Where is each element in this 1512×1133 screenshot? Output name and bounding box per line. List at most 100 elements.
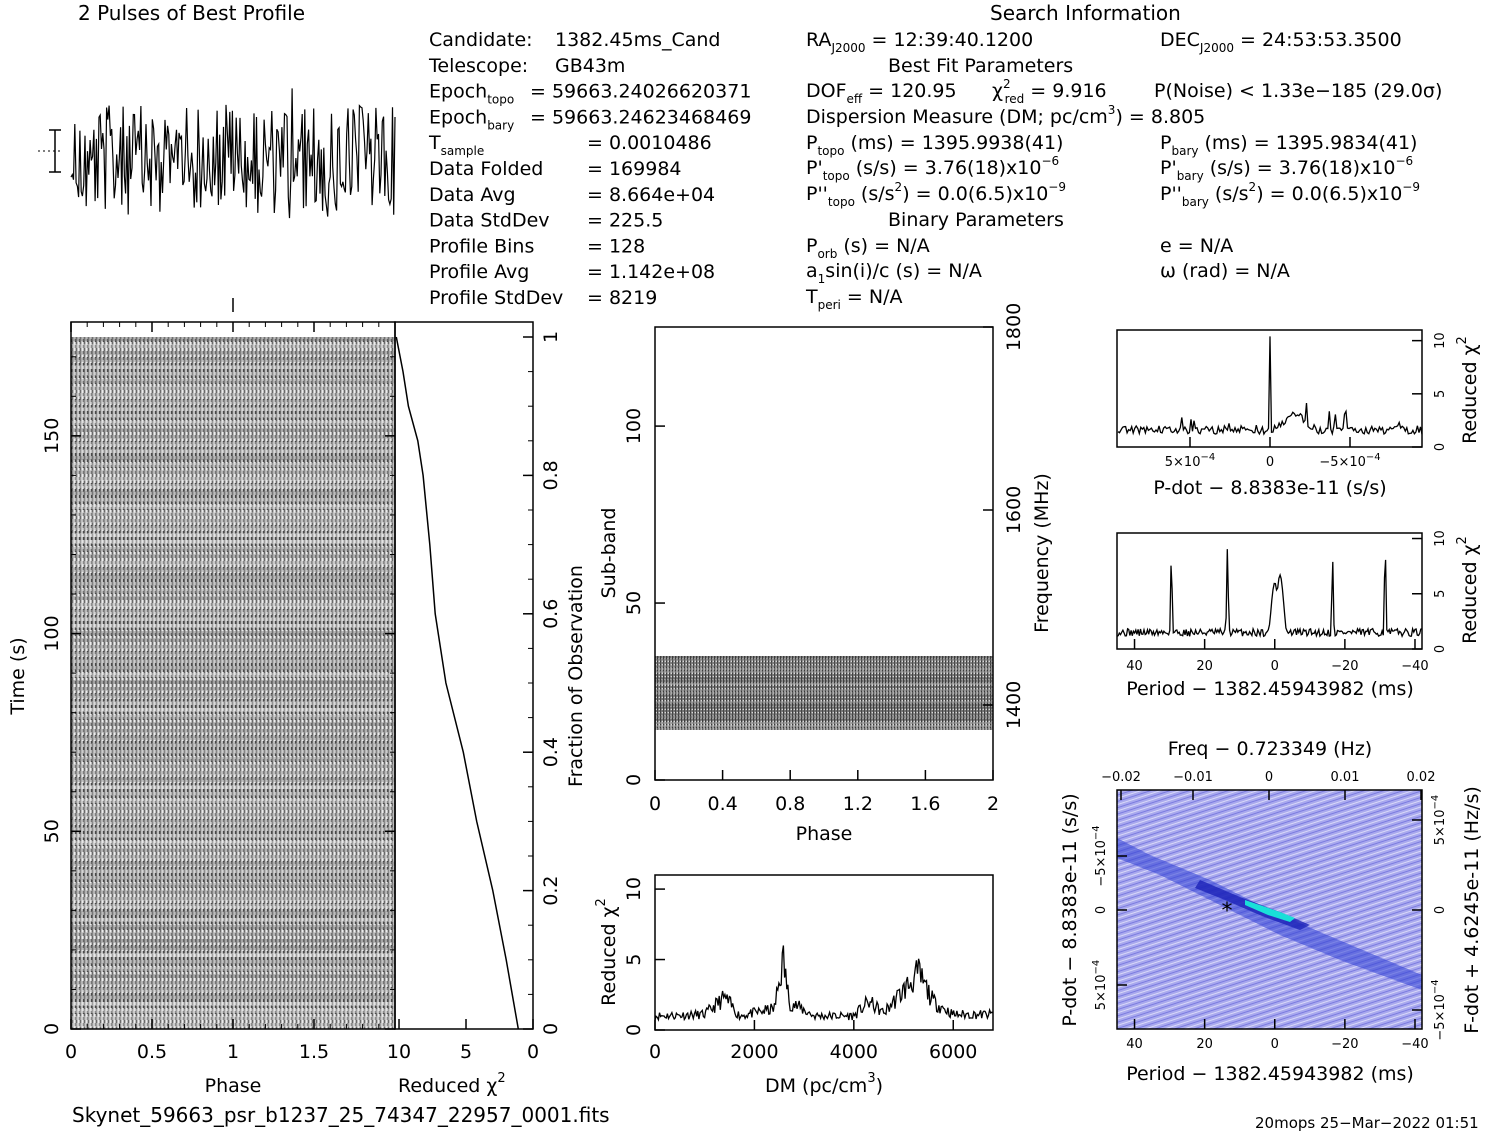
period-chi2-xlabel: Period − 1382.45943982 (ms) [1126, 678, 1414, 700]
pdot-chi2-y2label: Reduced χ2 [1455, 336, 1481, 444]
pdtopo-line: P'topo (s/s) = 3.76(18)x10−6 [806, 154, 1059, 183]
tick-label: 1400 [1003, 681, 1025, 729]
time-phase-row [71, 358, 395, 362]
period-pdot-ridge-core [1245, 900, 1295, 922]
profile-error-bar [38, 129, 62, 173]
time-phase-row [71, 442, 395, 446]
tick-label: 10 [1433, 530, 1448, 547]
info-row-value: = 128 [587, 235, 645, 257]
info-row-value: 1382.45ms_Cand [555, 29, 721, 51]
info-row: Telescope: [428, 55, 528, 77]
tick-label: 1 [540, 331, 562, 343]
pdot-chi2-xlabel: P-dot − 8.8383e-11 (s/s) [1153, 477, 1386, 499]
tick-label: 0.6 [540, 599, 562, 629]
pdot-chi2-plot: 5×10−4 0 −5×10−4 0 5 10 P-dot − 8.8383e-11 (s… [1116, 329, 1481, 499]
tick-label: 1.2 [843, 793, 873, 815]
tick-label: −5×10−4 [1319, 452, 1380, 470]
filename: Skynet_59663_psr_b1237_25_74347_22957_00… [72, 1103, 610, 1127]
time-phase-row [71, 841, 395, 845]
tick-label: 0.4 [707, 793, 737, 815]
time-phase-row [71, 624, 395, 628]
info-row: Candidate: [429, 29, 533, 51]
time-phase-row [71, 729, 395, 733]
time-phase-row [71, 736, 395, 740]
time-phase-row [71, 876, 395, 880]
tick-label: 0 [1433, 906, 1448, 914]
period-pdot-plot: * 40 20 0 −20 −40 −0.02 −0.01 0 0.01 0.02 −5×10−4 0… [1059, 738, 1483, 1085]
porb-line: Porb (s) = N/A [806, 235, 930, 261]
subband-row [655, 716, 993, 718]
subband-row [655, 728, 993, 730]
time-phase-row [71, 631, 395, 635]
time-phase-row [71, 407, 395, 411]
tick-label: 1600 [1003, 486, 1025, 534]
time-phase-row [71, 652, 395, 656]
time-phase-row [71, 722, 395, 726]
info-row-value: = 1.142e+08 [587, 261, 715, 283]
timestamp: 20mops 25−Mar−2022 01:51 [1255, 1114, 1479, 1132]
time-phase-row [71, 918, 395, 922]
tick-label: 0 [65, 1041, 77, 1063]
time-chi2-plot: 10 5 00 0.2 0.4 0.6 0.8 1 Reduced χ2 Fraction o… [387, 321, 587, 1097]
tick-label: 5×10−4 [1165, 452, 1215, 470]
time-phase-row [71, 533, 395, 537]
subband-row [655, 686, 993, 688]
time-phase-row [71, 603, 395, 607]
info-row: Data Avg [429, 184, 516, 206]
tick-label: 0 [527, 1041, 539, 1063]
tick-label: 0 [1433, 645, 1448, 653]
time-phase-row [71, 953, 395, 957]
time-phase-row [71, 645, 395, 649]
tick-label: 0 [1271, 1037, 1279, 1052]
time-phase-row [71, 463, 395, 467]
info-row: Data StdDev [429, 210, 550, 232]
time-phase-row [71, 988, 395, 992]
tick-label: −5×10−4 [1430, 979, 1448, 1040]
tick-label: −0.01 [1173, 770, 1213, 785]
time-phase-row [71, 512, 395, 516]
tick-label: 5 [623, 953, 645, 965]
tick-label: 0 [649, 1041, 661, 1063]
time-phase-row [71, 498, 395, 502]
tick-label: 0 [1433, 443, 1448, 451]
time-phase-row [71, 771, 395, 775]
time-phase-row [71, 904, 395, 908]
time-phase-row [71, 827, 395, 831]
info-row: Profile StdDev [429, 287, 563, 309]
time-phase-row [71, 939, 395, 943]
time-phase-row [71, 995, 395, 999]
period-pdot-y2label: F-dot + 4.6245e-11 (Hz/s) [1461, 786, 1483, 1034]
subband-row [655, 698, 993, 700]
profile-plot [38, 88, 396, 312]
tick-label: 20 [1196, 659, 1213, 674]
time-phase-row [71, 1016, 395, 1020]
subband-row [655, 719, 993, 721]
time-phase-row [71, 967, 395, 971]
time-phase-row [71, 946, 395, 950]
time-phase-row [71, 806, 395, 810]
subband-row [655, 701, 993, 703]
tick-label: 10 [387, 1041, 411, 1063]
time-phase-row [71, 365, 395, 369]
tick-label: 0.02 [1407, 770, 1436, 785]
tick-label: 20 [1196, 1037, 1213, 1052]
time-phase-row [71, 813, 395, 817]
time-phase-row [71, 568, 395, 572]
time-phase-row [71, 897, 395, 901]
dm-xlabel: DM (pc/cm3) [765, 1071, 883, 1097]
time-phase-row [71, 820, 395, 824]
time-phase-row [71, 561, 395, 565]
tick-label: 0.5 [137, 1041, 167, 1063]
subband-row [655, 665, 993, 667]
tick-label: 0 [1265, 770, 1273, 785]
tick-label: 5 [460, 1041, 472, 1063]
subband-row [655, 689, 993, 691]
time-phase-row [71, 575, 395, 579]
subband-row [655, 683, 993, 685]
info-row-value: = 8.664e+04 [587, 184, 715, 206]
time-phase-row [71, 519, 395, 523]
best-fit-title: Best Fit Parameters [888, 55, 1073, 77]
time-phase-row [71, 862, 395, 866]
time-phase-row [71, 708, 395, 712]
tick-label: 40 [1126, 1037, 1143, 1052]
